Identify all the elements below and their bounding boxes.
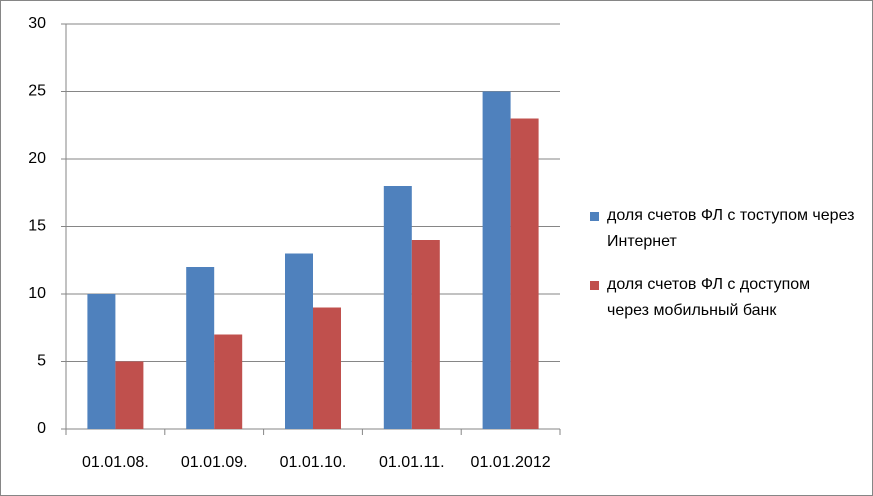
legend-key bbox=[590, 281, 599, 290]
x-tick-label: 01.01.10. bbox=[280, 454, 347, 471]
y-tick-label: 10 bbox=[28, 285, 46, 302]
legend-label: доля счетов ФЛ с доступом через мобильны… bbox=[607, 276, 811, 319]
bar bbox=[186, 267, 215, 429]
bar bbox=[214, 334, 243, 429]
y-tick-label: 0 bbox=[37, 420, 46, 437]
y-tick-label: 5 bbox=[37, 353, 46, 370]
bar bbox=[411, 240, 440, 429]
bar bbox=[285, 253, 313, 429]
legend-label: доля счетов ФЛ с тоступом через Интернет bbox=[607, 207, 855, 250]
legend: доля счетов ФЛ с тоступом через Интернет… bbox=[590, 203, 855, 341]
legend-entry: доля счетов ФЛ с доступом через мобильны… bbox=[590, 272, 855, 324]
bar bbox=[87, 294, 116, 429]
y-tick-label: 20 bbox=[28, 150, 46, 167]
bar bbox=[482, 91, 511, 429]
legend-entry: доля счетов ФЛ с тоступом через Интернет bbox=[590, 203, 855, 255]
bar bbox=[383, 186, 412, 429]
y-tick-label: 15 bbox=[28, 218, 46, 235]
bar bbox=[115, 361, 144, 429]
x-tick-label: 01.01.09. bbox=[181, 454, 248, 471]
bar bbox=[313, 307, 341, 429]
x-tick-label: 01.01.2012 bbox=[471, 454, 551, 471]
legend-key bbox=[590, 212, 599, 221]
y-tick-label: 25 bbox=[28, 83, 46, 100]
x-tick-label: 01.01.08. bbox=[82, 454, 149, 471]
y-tick-label: 30 bbox=[28, 15, 46, 32]
x-tick-label: 01.01.11. bbox=[379, 454, 445, 471]
bar bbox=[510, 118, 539, 429]
